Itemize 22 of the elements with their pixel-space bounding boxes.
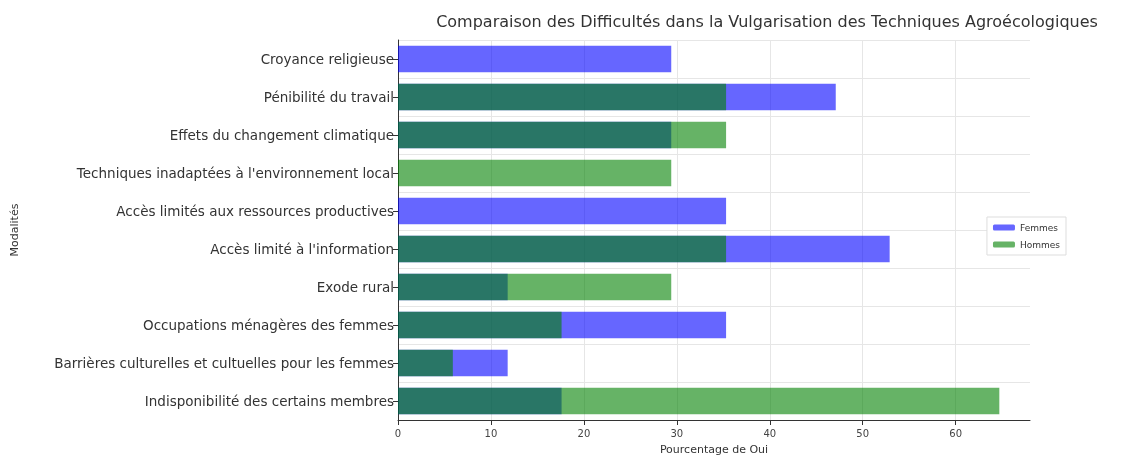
x-tick-label: 60	[949, 427, 963, 439]
y-tick-label: Effets du changement climatique	[169, 127, 394, 143]
y-tick-label: Techniques inadaptées à l'environnement local	[75, 165, 394, 181]
legend-label: Femmes	[1019, 222, 1059, 233]
legend-label: Hommes	[1019, 239, 1061, 250]
x-axis-title: Pourcentage de Oui	[659, 443, 769, 456]
y-tick-label: Barrières culturelles et cultuelles pour les femmes	[54, 355, 394, 371]
x-tick-label: 50	[856, 427, 870, 439]
y-tick-label: Accès limité à l'information	[210, 241, 394, 257]
x-tick-label: 40	[763, 427, 777, 439]
y-tick-label: Pénibilité du travail	[263, 89, 394, 105]
y-tick-label: Exode rural	[316, 279, 394, 295]
x-tick-label: 20	[577, 427, 591, 439]
x-tick-label: 0	[394, 427, 402, 439]
y-tick-label: Indisponibilité des certains membres	[144, 393, 394, 409]
y-tick-label: Accès limités aux ressources productives	[116, 203, 394, 219]
y-axis-title: Modalités	[8, 203, 21, 257]
y-tick-label: Croyance religieuse	[260, 51, 394, 67]
x-tick-label: 30	[670, 427, 684, 439]
chart-title: Comparaison des Difficultés dans la Vulgarisation des Techniques Agroécologiques	[436, 11, 1098, 31]
y-tick-label: Occupations ménagères des femmes	[143, 317, 394, 333]
x-tick-label: 10	[484, 427, 498, 439]
